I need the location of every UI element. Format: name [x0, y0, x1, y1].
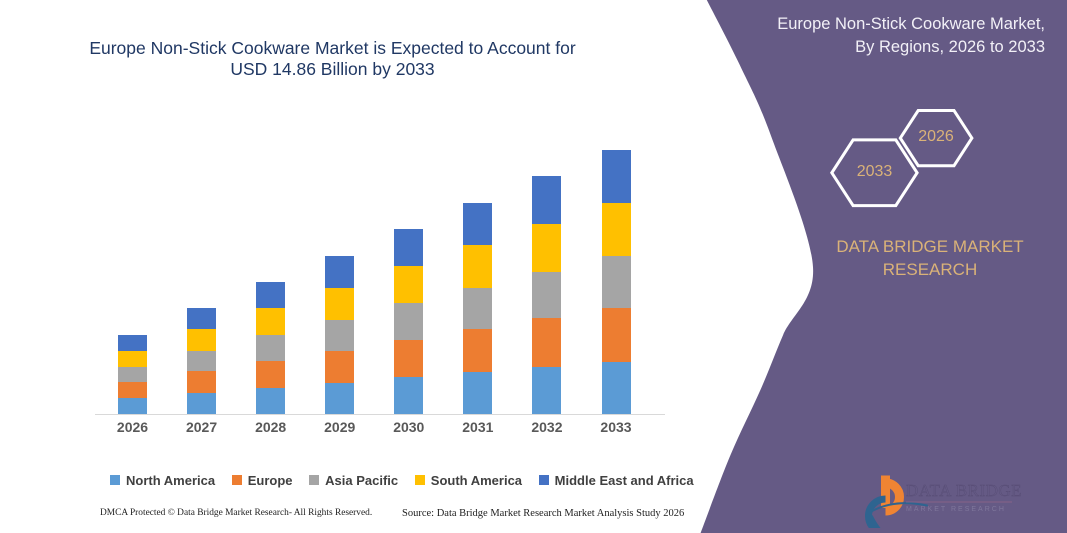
svg-text:DATA BRIDGE: DATA BRIDGE	[906, 481, 1022, 500]
svg-text:MARKET RESEARCH: MARKET RESEARCH	[906, 506, 1006, 513]
